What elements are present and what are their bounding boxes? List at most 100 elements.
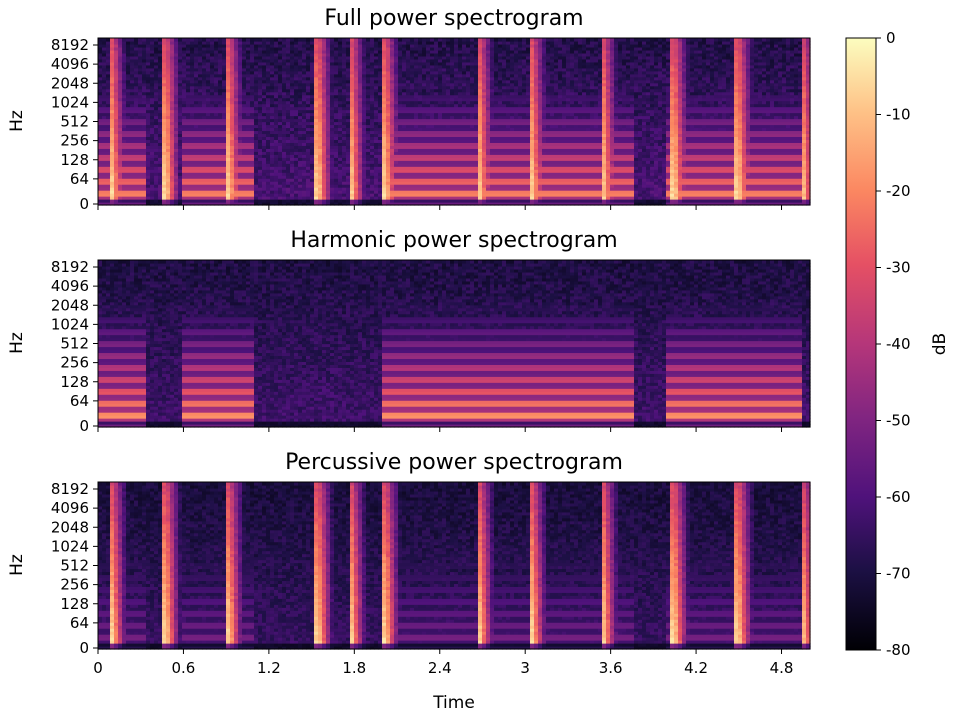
heatmap-cell <box>130 112 135 117</box>
heatmap-cell <box>162 64 167 69</box>
heatmap-cell <box>234 94 239 99</box>
heatmap-cell <box>126 103 131 108</box>
heatmap-cell <box>118 85 123 90</box>
heatmap-cell <box>154 127 159 132</box>
heatmap-cell <box>210 148 215 152</box>
heatmap-cell <box>198 142 203 146</box>
heatmap-cell <box>302 49 307 54</box>
heatmap-cell <box>326 82 331 87</box>
heatmap-cell <box>134 82 139 87</box>
heatmap-cell <box>330 187 335 191</box>
heatmap-cell <box>254 73 259 78</box>
heatmap-cell <box>142 166 147 170</box>
heatmap-cell <box>330 61 335 66</box>
heatmap-cell <box>106 97 111 102</box>
heatmap-cell <box>250 145 255 149</box>
heatmap-cell <box>274 184 279 188</box>
heatmap-cell <box>102 97 107 102</box>
heatmap-cell <box>262 172 267 176</box>
heatmap-cell <box>274 133 279 138</box>
heatmap-cell <box>230 139 235 143</box>
heatmap-cell <box>322 40 327 45</box>
heatmap-cell <box>258 115 263 120</box>
heatmap-cell <box>130 196 135 200</box>
heatmap-cell <box>162 58 167 63</box>
heatmap-cell <box>186 178 191 182</box>
heatmap-cell <box>162 40 167 45</box>
heatmap-cell <box>262 157 267 161</box>
heatmap-cell <box>102 133 107 138</box>
heatmap-cell <box>186 91 191 96</box>
heatmap-cell <box>162 133 167 138</box>
heatmap-cell <box>266 52 271 57</box>
heatmap-cell <box>170 166 175 170</box>
heatmap-cell <box>310 88 315 93</box>
heatmap-cell <box>126 202 131 206</box>
heatmap-cell <box>258 178 263 182</box>
heatmap-cell <box>186 79 191 84</box>
heatmap-cell <box>222 196 227 200</box>
heatmap-cell <box>110 55 115 60</box>
heatmap-cell <box>334 127 339 132</box>
heatmap-cell <box>206 181 211 185</box>
heatmap-cell <box>214 202 219 206</box>
heatmap-cell <box>186 139 191 143</box>
heatmap-cell <box>246 172 251 176</box>
heatmap-cell <box>206 175 211 179</box>
heatmap-cell <box>306 154 311 158</box>
heatmap-cell <box>106 199 111 203</box>
heatmap-cell <box>138 94 143 99</box>
heatmap-cell <box>178 127 183 132</box>
heatmap-cell <box>234 181 239 185</box>
heatmap-cell <box>266 127 271 132</box>
heatmap-cell <box>162 49 167 54</box>
heatmap-cell <box>242 70 247 75</box>
heatmap-cell <box>234 133 239 138</box>
heatmap-cell <box>302 157 307 161</box>
heatmap-cell <box>222 67 227 72</box>
heatmap-cell <box>302 88 307 93</box>
heatmap-cell <box>294 52 299 57</box>
heatmap-cell <box>330 196 335 200</box>
heatmap-cell <box>122 94 127 99</box>
heatmap-cell <box>246 154 251 158</box>
heatmap-cell <box>170 184 175 188</box>
heatmap-cell <box>234 151 239 155</box>
heatmap-cell <box>210 118 215 123</box>
heatmap-cell <box>234 199 239 203</box>
heatmap-cell <box>314 187 319 191</box>
heatmap-cell <box>326 121 331 126</box>
heatmap-cell <box>226 82 231 87</box>
heatmap-cell <box>326 103 331 108</box>
heatmap-cell <box>330 163 335 167</box>
heatmap-cell <box>238 124 243 129</box>
heatmap-cell <box>254 157 259 161</box>
heatmap-cell <box>114 79 119 84</box>
heatmap-cell <box>306 184 311 188</box>
heatmap-cell <box>270 79 275 84</box>
heatmap-cell <box>126 133 131 138</box>
heatmap-cell <box>214 133 219 138</box>
heatmap-cell <box>330 199 335 203</box>
heatmap-cell <box>282 64 287 69</box>
heatmap-cell <box>130 157 135 161</box>
heatmap-cell <box>290 133 295 138</box>
heatmap-cell <box>234 160 239 164</box>
heatmap-cell <box>174 64 179 69</box>
heatmap-cell <box>126 40 131 45</box>
heatmap-cell <box>242 79 247 84</box>
heatmap-cell <box>146 109 151 114</box>
heatmap-cell <box>326 46 331 51</box>
heatmap-cell <box>318 43 323 48</box>
heatmap-cell <box>334 58 339 63</box>
heatmap-cell <box>182 112 187 117</box>
heatmap-cell <box>218 160 223 164</box>
heatmap-cell <box>310 157 315 161</box>
heatmap-cell <box>290 130 295 135</box>
heatmap-cell <box>234 38 239 42</box>
heatmap-cell <box>266 67 271 72</box>
heatmap-cell <box>194 55 199 60</box>
heatmap-cell <box>194 40 199 45</box>
heatmap-cell <box>150 112 155 117</box>
heatmap-cell <box>230 43 235 48</box>
